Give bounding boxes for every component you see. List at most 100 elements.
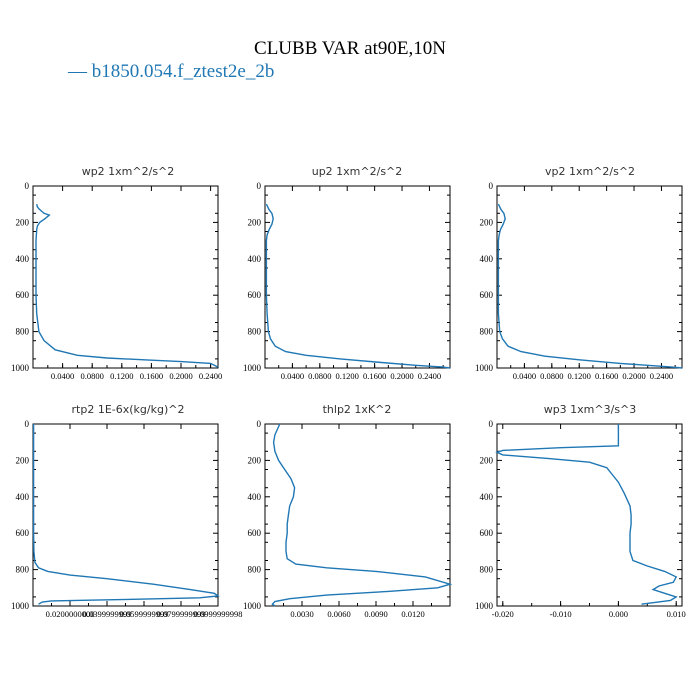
axis-ticks: 0 200 400 600 800 1000 0.0030 0.0060 0.0090 0.012… <box>243 419 451 619</box>
legend-entry: — b1850.054.f_ztest2e_2b <box>67 61 274 82</box>
x-tick-label: 0.0799999999 <box>157 609 206 619</box>
figure-title: CLUBB VAR at90E,10N <box>254 38 446 59</box>
y-tick-label: 0 <box>25 181 30 191</box>
y-tick-label: 0 <box>489 419 494 429</box>
y-tick-label: 600 <box>248 528 262 538</box>
x-tick-label: 0.1600 <box>363 371 386 381</box>
x-tick-label: 0.0399999999 <box>83 609 132 619</box>
series-line <box>271 423 453 607</box>
y-tick-label: 600 <box>248 290 262 300</box>
x-tick-label: 0.1600 <box>140 371 163 381</box>
y-tick-label: 800 <box>480 327 494 337</box>
panel-wp3: wp3 1xm^3/s^3 0 200 400 600 800 1000-0.020 -0.… <box>475 403 686 619</box>
series-line <box>35 204 219 368</box>
y-tick-label: 200 <box>16 455 30 465</box>
panel-wp2: wp2 1xm^2/s^2 0 200 400 600 800 1000 0.0400 0.0… <box>11 165 222 381</box>
y-tick-label: 800 <box>248 327 262 337</box>
x-tick-label: 0.0599999999 <box>120 609 169 619</box>
y-tick-label: 800 <box>248 565 262 575</box>
x-tick-label: 0.000 <box>609 609 628 619</box>
y-tick-label: 400 <box>16 492 30 502</box>
y-tick-label: 1000 <box>11 601 30 611</box>
y-tick-label: 1000 <box>243 601 262 611</box>
x-tick-label: 0.2000 <box>390 371 413 381</box>
series-line <box>32 424 220 605</box>
panel-vp2: vp2 1xm^2/s^2 0 200 400 600 800 1000 0.0400 0.0… <box>475 165 683 381</box>
x-tick-label: 0.0400 <box>51 371 74 381</box>
y-tick-label: 400 <box>248 492 262 502</box>
x-tick-label: 0.0999999998 <box>194 609 243 619</box>
x-tick-label: 0.2400 <box>418 371 441 381</box>
panel-title: up2 1xm^2/s^2 <box>312 165 403 178</box>
y-tick-label: 200 <box>248 455 262 465</box>
axis-ticks: 0 200 400 600 800 1000 0.0400 0.0800 0.1200 0.160… <box>475 181 682 381</box>
panel-title: thlp2 1xK^2 <box>323 403 392 416</box>
axis-ticks: 0 200 400 600 800 1000-0.020 -0.010 0.000 0.010 <box>475 419 686 619</box>
panel-title: rtp2 1E-6x(kg/kg)^2 <box>72 403 185 416</box>
series-line <box>497 203 683 369</box>
x-tick-label: -0.020 <box>492 609 514 619</box>
x-tick-label: 0.0030 <box>290 609 313 619</box>
y-tick-label: 400 <box>16 254 30 264</box>
y-tick-label: 800 <box>16 327 30 337</box>
axis-ticks: 0 200 400 600 800 1000 0.0400 0.0800 0.1200 0.160… <box>243 181 450 381</box>
x-tick-label: -0.010 <box>550 609 572 619</box>
x-tick-label: 0.0800 <box>540 371 563 381</box>
y-tick-label: 400 <box>480 492 494 502</box>
x-tick-label: 0.0400 <box>281 371 304 381</box>
x-tick-label: 0.0800 <box>308 371 331 381</box>
y-tick-label: 600 <box>480 528 494 538</box>
x-tick-label: 0.0400 <box>513 371 536 381</box>
y-tick-label: 800 <box>480 565 494 575</box>
y-tick-label: 1000 <box>475 363 494 373</box>
y-tick-label: 400 <box>480 254 494 264</box>
x-tick-label: 0.010 <box>667 609 686 619</box>
series-line <box>265 203 451 369</box>
x-tick-label: 0.1200 <box>110 371 133 381</box>
y-tick-label: 1000 <box>243 363 262 373</box>
x-tick-label: 0.2000 <box>622 371 645 381</box>
panel-thlp2: thlp2 1xK^2 0 200 400 600 800 1000 0.0030 0.006… <box>243 403 453 619</box>
plot-frame <box>496 423 683 607</box>
panel-title: wp2 1xm^2/s^2 <box>82 165 175 178</box>
y-tick-label: 0 <box>25 419 30 429</box>
plot-frame <box>264 423 451 607</box>
y-tick-label: 600 <box>16 290 30 300</box>
x-tick-label: 0.0800 <box>81 371 104 381</box>
x-tick-label: 0.2400 <box>650 371 673 381</box>
panel-rtp2: rtp2 1E-6x(kg/kg)^2 0 200 400 600 800 1000 0.0… <box>11 403 242 619</box>
axis-ticks: 0 200 400 600 800 1000 0.0400 0.0800 0.1200 0.160… <box>11 181 222 381</box>
y-tick-label: 600 <box>480 290 494 300</box>
y-tick-label: 400 <box>248 254 262 264</box>
y-tick-label: 200 <box>480 455 494 465</box>
panel-up2: up2 1xm^2/s^2 0 200 400 600 800 1000 0.0400 0.0… <box>243 165 451 381</box>
x-tick-label: 0.0200000000 <box>46 609 95 619</box>
y-tick-label: 600 <box>16 528 30 538</box>
axis-ticks: 0 200 400 600 800 1000 0.02000000000.039999999… <box>11 419 242 619</box>
y-tick-label: 0 <box>257 419 262 429</box>
x-tick-label: 0.0120 <box>401 609 424 619</box>
panel-title: vp2 1xm^2/s^2 <box>545 165 635 178</box>
x-tick-label: 0.1600 <box>595 371 618 381</box>
y-tick-label: 200 <box>248 217 262 227</box>
y-tick-label: 0 <box>489 181 494 191</box>
plot-frame <box>264 185 451 369</box>
y-tick-label: 1000 <box>475 601 494 611</box>
series-line <box>495 424 678 605</box>
plot-frame <box>496 185 683 369</box>
y-tick-label: 200 <box>480 217 494 227</box>
plot-frame <box>32 185 219 369</box>
y-tick-label: 800 <box>16 565 30 575</box>
x-tick-label: 0.1200 <box>568 371 591 381</box>
x-tick-label: 0.1200 <box>336 371 359 381</box>
plot-frame <box>32 423 219 607</box>
y-tick-label: 0 <box>257 181 262 191</box>
y-tick-label: 200 <box>16 217 30 227</box>
x-tick-label: 0.2000 <box>169 371 192 381</box>
x-tick-label: 0.0090 <box>364 609 387 619</box>
x-tick-label: 0.0060 <box>327 609 350 619</box>
panel-title: wp3 1xm^3/s^3 <box>544 403 637 416</box>
y-tick-label: 1000 <box>11 363 30 373</box>
x-tick-label: 0.2400 <box>199 371 222 381</box>
